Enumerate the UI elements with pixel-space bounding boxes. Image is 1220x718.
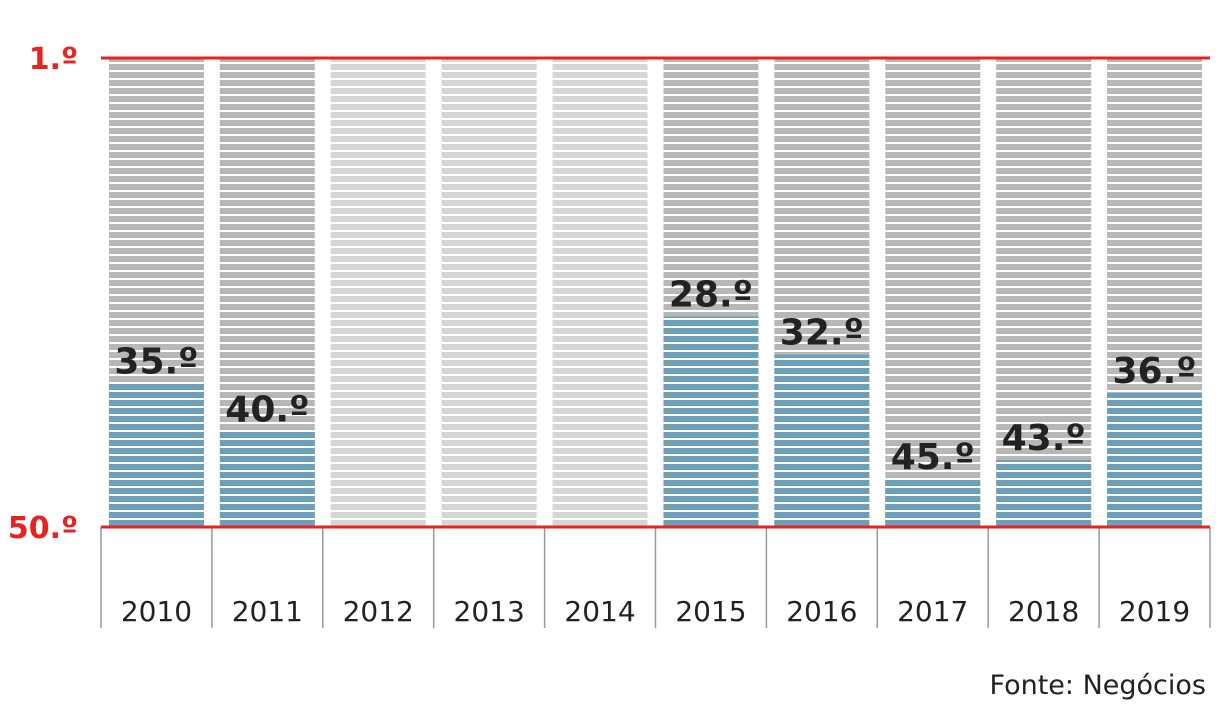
- x-tick-label-2011: 2011: [232, 595, 303, 628]
- data-label-2015: 28.º: [669, 274, 753, 315]
- bar-2010: [108, 383, 204, 527]
- x-tick-label-2019: 2019: [1119, 595, 1190, 628]
- bar-background-2014: [552, 58, 648, 527]
- bar-2016: [774, 354, 870, 527]
- data-label-2010: 35.º: [114, 341, 198, 382]
- data-label-2019: 36.º: [1113, 351, 1197, 392]
- y-tick-label-top: 1.º: [29, 42, 78, 77]
- x-tick-label-2012: 2012: [343, 595, 414, 628]
- bar-2019: [1107, 393, 1203, 527]
- x-tick-label-2013: 2013: [454, 595, 525, 628]
- bar-background-2013: [441, 58, 537, 527]
- data-label-2011: 40.º: [225, 389, 309, 430]
- x-tick-label-2017: 2017: [897, 595, 968, 628]
- y-tick-label-bottom: 50.º: [8, 511, 78, 546]
- bar-2015: [663, 316, 759, 527]
- data-label-2016: 32.º: [780, 313, 864, 354]
- x-tick-label-2018: 2018: [1008, 595, 1079, 628]
- data-label-2017: 45.º: [891, 437, 975, 478]
- x-tick-label-2010: 2010: [121, 595, 192, 628]
- x-tick-label-2014: 2014: [564, 595, 635, 628]
- bar-2018: [996, 460, 1092, 527]
- bar-background-2018: [996, 58, 1092, 527]
- x-tick-label-2016: 2016: [786, 595, 857, 628]
- data-label-2018: 43.º: [1002, 418, 1086, 459]
- x-tick-label-2015: 2015: [675, 595, 746, 628]
- bar-background-2017: [885, 58, 981, 527]
- bar-background-2012: [330, 58, 426, 527]
- bar-2017: [885, 479, 981, 527]
- bar-2011: [219, 431, 315, 527]
- source-note: Fonte: Negócios: [989, 670, 1206, 701]
